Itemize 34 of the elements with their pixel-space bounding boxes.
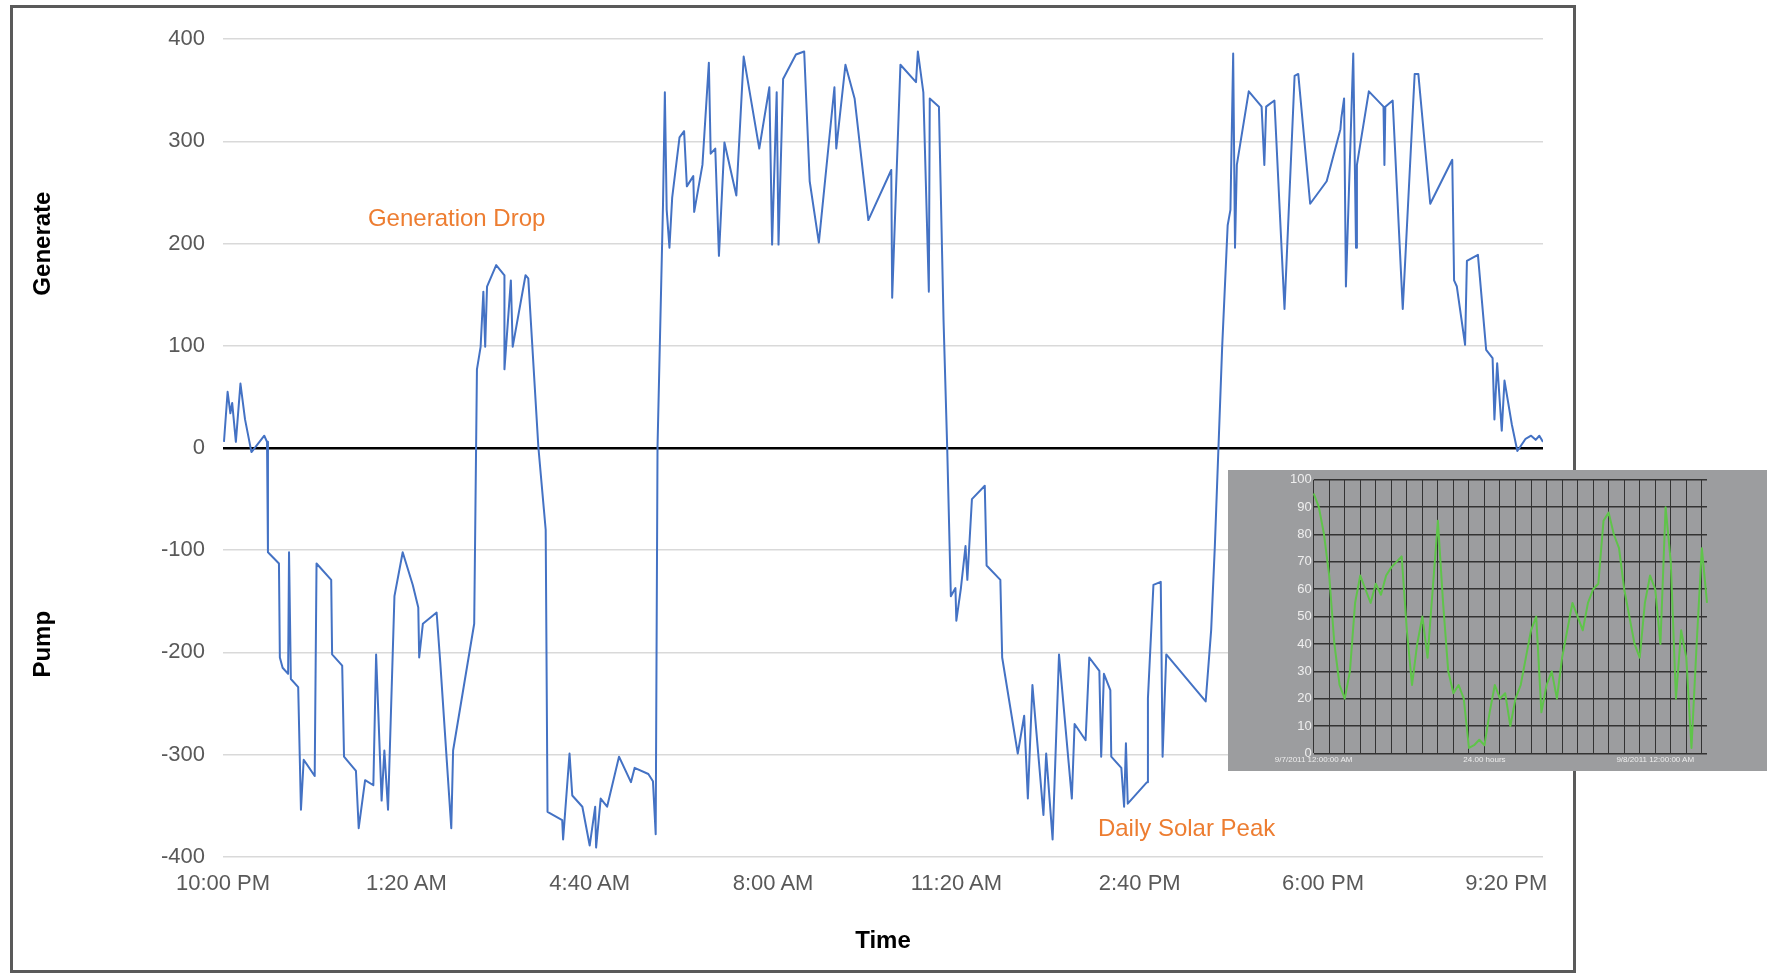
y-tick-label: 200	[168, 229, 206, 255]
y-axis-title: Generate	[27, 191, 55, 296]
y-tick-label: 60	[1297, 580, 1312, 596]
y-tick-label: 90	[1297, 498, 1312, 514]
x-tick-label: 24.00 hours	[1463, 755, 1506, 765]
y-tick-label: 20	[1297, 690, 1312, 706]
x-tick-label: 4:40 AM	[549, 870, 631, 896]
y-tick-label: 10	[1297, 717, 1312, 733]
y-tick-label: 0	[192, 434, 206, 460]
y-tick-label: 50	[1297, 608, 1312, 624]
y-tick-label: 100	[1289, 471, 1312, 487]
y-tick-label: 80	[1297, 526, 1312, 542]
x-tick-label: 11:20 AM	[910, 870, 1003, 896]
text: Pump	[27, 610, 55, 678]
y-tick-label: 40	[1297, 635, 1312, 651]
y-tick-label: -300	[160, 740, 206, 766]
x-tick-label: 10:00 PM	[175, 870, 271, 896]
x-axis-title: Time	[855, 926, 911, 954]
x-tick-label: 1:20 AM	[366, 870, 447, 896]
x-tick-label: 6:00 PM	[1282, 870, 1364, 896]
x-tick-label: 2:40 PM	[1098, 870, 1181, 896]
annotation: Daily Solar Peak	[1097, 814, 1277, 842]
y-tick-label: -400	[160, 842, 206, 868]
y-tick-label: 30	[1297, 662, 1312, 678]
y-tick-label: 70	[1297, 553, 1312, 569]
x-tick-label: 8:00 AM	[732, 870, 814, 896]
y-tick-label: -100	[160, 536, 206, 562]
y-tick-label: 100	[168, 331, 206, 357]
y-tick-label: 400	[168, 25, 206, 51]
annotation: Generation Drop	[367, 203, 546, 231]
y-tick-label: 300	[168, 127, 206, 153]
y-tick-label: -200	[160, 638, 206, 664]
x-tick-label: 9:20 PM	[1465, 870, 1548, 896]
x-tick-label: 9/8/2011 12:00:00 AM	[1616, 755, 1695, 765]
